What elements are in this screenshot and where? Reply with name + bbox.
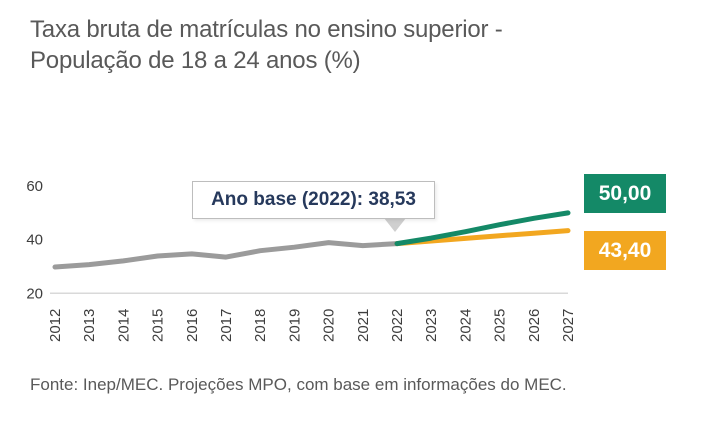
- y-axis-tick-label: 20: [26, 285, 43, 302]
- x-axis-year-label: 2020: [321, 309, 338, 342]
- y-axis-tick-label: 40: [26, 232, 43, 249]
- chart-canvas: 20 40 60 2012 2013 2014 2015 2016 2017 2018 2019 20…: [26, 178, 577, 342]
- annotation-text: Ano base (2022): 38,53: [211, 189, 416, 210]
- meta-value-badge: 50,00: [584, 174, 666, 213]
- x-axis-year-label: 2021: [355, 309, 372, 342]
- x-axis-year-label: 2014: [115, 309, 132, 342]
- tendencia-value-badge: 43,40: [584, 231, 666, 270]
- x-axis-year-label: 2015: [150, 309, 167, 342]
- line-chart: 20 40 60 2012 2013 2014 2015 2016 2017 2018 2019 20…: [0, 150, 723, 365]
- x-axis-year-label: 2027: [560, 309, 577, 342]
- annotation-callout: Ano base (2022): 38,53: [192, 181, 435, 219]
- page-title-line1: Taxa bruta de matrículas no ensino super…: [30, 16, 503, 43]
- x-axis-year-label: 2024: [457, 309, 474, 342]
- source-note: Fonte: Inep/MEC. Projeções MPO, com base…: [30, 375, 567, 394]
- x-axis-year-label: 2025: [492, 309, 509, 342]
- x-axis-year-label: 2016: [184, 309, 201, 342]
- historical-line: [52, 240, 400, 270]
- x-axis-year-label: 2022: [389, 309, 406, 342]
- x-axis-year-label: 2017: [218, 309, 235, 342]
- x-axis-year-label: 2026: [526, 309, 543, 342]
- x-axis-year-label: 2012: [47, 309, 64, 342]
- y-axis-tick-label: 60: [26, 178, 43, 195]
- x-axis-year-label: 2019: [286, 309, 303, 342]
- annotation-pointer-icon: [384, 218, 406, 232]
- x-axis-year-label: 2013: [81, 309, 98, 342]
- x-axis-year-label: 2018: [252, 309, 269, 342]
- upper_projection-line: [394, 210, 571, 247]
- page-title: Taxa bruta de matrículas no ensino super…: [30, 14, 670, 76]
- x-axis-year-label: 2023: [423, 309, 440, 342]
- page-title-line2: População de 18 a 24 anos (%): [30, 47, 361, 74]
